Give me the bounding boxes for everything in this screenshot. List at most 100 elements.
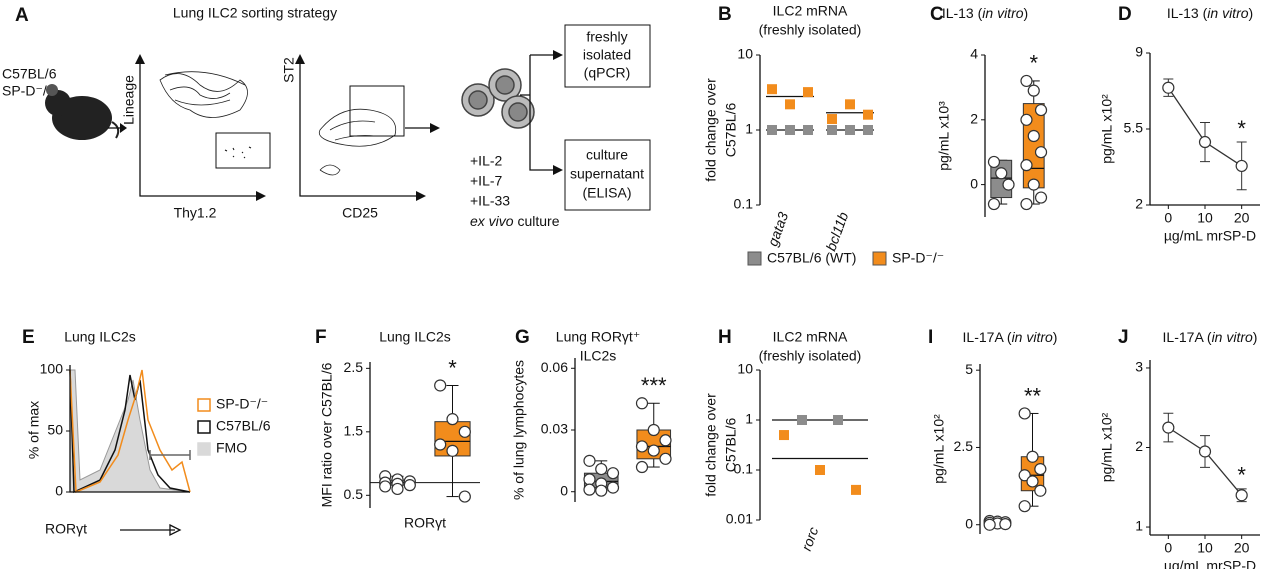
data-point <box>767 84 777 95</box>
data-point <box>1198 135 1212 149</box>
panel-title: Lung ILC2 sorting strategy <box>173 5 337 21</box>
legend-label: FMO <box>216 440 247 456</box>
y-tick-label: 1 <box>745 411 753 427</box>
title-part: in vitro <box>1212 329 1253 345</box>
data-point <box>659 452 672 465</box>
axis-label: RORγt <box>45 521 87 537</box>
data-point <box>391 482 404 496</box>
data-point <box>1198 445 1212 458</box>
data-point <box>1027 178 1040 191</box>
panel-label: E <box>22 327 35 348</box>
panel-label: I <box>928 327 933 348</box>
panel-title: Lung ILC2s <box>64 329 136 345</box>
axis-label: CD25 <box>342 205 378 221</box>
data-point <box>647 423 660 437</box>
legend-label: SP-D⁻/⁻ <box>216 396 268 412</box>
y-tick-label: 0.1 <box>734 196 754 212</box>
culture-rest: culture <box>514 213 560 229</box>
y-tick-label: 0.5 <box>344 486 364 502</box>
data-point <box>1020 113 1033 126</box>
legend-swatch <box>197 420 211 434</box>
box-text: supernatant <box>570 166 644 182</box>
title-part: IL-17A ( <box>963 329 1012 345</box>
panel-label: J <box>1118 327 1129 348</box>
title-part: ) <box>1053 329 1058 345</box>
data-point <box>606 481 620 494</box>
y-axis-label: C57BL/6 <box>723 418 739 473</box>
title-part: IL-13 ( <box>942 5 983 21</box>
y-tick-label: 0 <box>970 175 978 191</box>
culture-text: +IL-7 <box>470 173 503 189</box>
panel-label: C <box>930 4 944 25</box>
y-tick-label: 4 <box>970 46 978 62</box>
box-text: (qPCR) <box>584 65 631 81</box>
significance: * <box>1029 51 1038 76</box>
data-point <box>1034 103 1048 117</box>
chart-title: (freshly isolated) <box>759 348 862 364</box>
data-point <box>595 484 608 497</box>
chart-title: ILC2 mRNA <box>773 3 848 19</box>
y-tick-label: 1.5 <box>344 423 364 439</box>
panel-label: F <box>315 327 327 348</box>
chart-title: Lung RORγt⁺ <box>556 329 640 345</box>
chart-title: Lung ILC2s <box>379 329 451 345</box>
data-point <box>595 462 608 476</box>
data-point <box>1235 489 1248 502</box>
data-point <box>659 434 672 447</box>
title-part: in vitro <box>1012 329 1053 345</box>
y-tick-label: 3 <box>1135 359 1143 375</box>
data-point <box>647 444 660 457</box>
data-point <box>446 413 459 426</box>
cells <box>461 68 535 129</box>
data-point <box>785 99 795 110</box>
data-point <box>635 460 649 474</box>
y-tick-label: 100 <box>40 361 64 377</box>
panel-label: H <box>718 327 732 348</box>
arrow-head <box>120 123 127 133</box>
x-tick-label: rorc <box>798 525 821 553</box>
box-text: culture <box>586 147 628 163</box>
data-point <box>379 480 392 493</box>
x-tick-label: bcl11b <box>823 210 852 253</box>
significance: *** <box>641 373 667 398</box>
y-tick-label: 0.06 <box>541 359 568 375</box>
significance: * <box>1237 463 1246 488</box>
y-tick-label: 2 <box>1135 438 1143 454</box>
data-point <box>446 444 459 457</box>
arrows <box>520 24 651 211</box>
data-point <box>767 125 777 135</box>
data-point <box>458 425 471 438</box>
y-axis-label: fold change over <box>703 393 719 497</box>
data-point <box>815 465 825 475</box>
axis-label: Lineage <box>121 75 137 125</box>
y-axis-label: % of lung lymphocytes <box>511 360 527 500</box>
title-part: IL-13 ( <box>1167 5 1208 21</box>
y-tick-label: 50 <box>47 422 63 438</box>
y-tick-label: 2 <box>970 111 978 127</box>
legend-label: C57BL/6 <box>216 418 271 434</box>
data-point <box>827 114 837 125</box>
data-point <box>635 397 649 410</box>
legend-swatch <box>197 442 211 456</box>
data-point <box>851 484 861 495</box>
y-axis-label: pg/mL x10² <box>1099 94 1115 164</box>
data-point <box>403 479 416 492</box>
data-point <box>635 440 649 453</box>
data-point <box>1034 191 1048 204</box>
y-tick-label: 0 <box>560 482 568 498</box>
box-text: (ELISA) <box>582 185 631 201</box>
legend-swatch <box>747 251 762 266</box>
significance: * <box>448 355 457 380</box>
title-part: ) <box>1253 329 1258 345</box>
y-tick-label: 9 <box>1135 44 1143 60</box>
data-point <box>1020 159 1033 172</box>
x-tick-label: 0 <box>1164 540 1172 556</box>
data-point <box>434 379 447 392</box>
title-part: ) <box>1024 5 1029 21</box>
data-point <box>1026 475 1039 488</box>
data-point <box>1018 407 1031 420</box>
data-point <box>863 109 873 120</box>
data-point <box>833 415 843 425</box>
data-point <box>987 155 1001 169</box>
